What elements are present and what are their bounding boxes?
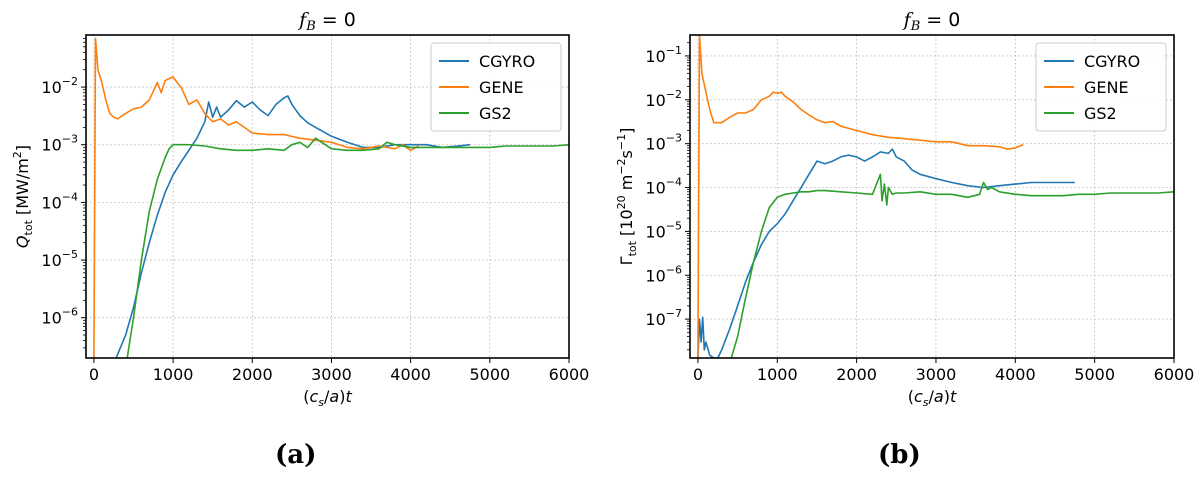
- y-tick-label: 10−4: [41, 190, 78, 212]
- legend-box: [1035, 42, 1167, 132]
- caption-b: (b): [878, 440, 921, 470]
- x-axis-label: (cs/a)t: [303, 387, 352, 409]
- legend-label-gs2: GS2: [1084, 104, 1117, 123]
- x-tick-label: 4000: [390, 365, 431, 384]
- y-tick-label: 10−3: [645, 132, 682, 154]
- legend-label-gs2: GS2: [479, 104, 512, 123]
- y-tick-label: 10−3: [41, 133, 78, 155]
- series-line-gene: [93, 37, 419, 358]
- x-tick-label: 1000: [153, 365, 194, 384]
- x-tick-label: 0: [693, 365, 703, 384]
- y-tick-label: 10−5: [41, 248, 78, 270]
- x-tick-label: 2000: [836, 365, 877, 384]
- y-tick-label: 10−2: [645, 88, 682, 110]
- legend-label-gene: GENE: [1084, 78, 1129, 97]
- y-tick-label: 10−6: [41, 306, 78, 328]
- y-axis-label: Γtot [1020 m−2s−1]: [615, 128, 639, 266]
- x-tick-label: 4000: [995, 365, 1036, 384]
- legend-label-cgyro: CGYRO: [1084, 52, 1140, 71]
- y-tick-label: 10−4: [645, 176, 682, 198]
- x-tick-label: 6000: [549, 365, 590, 384]
- legend: CGYRO GENE GS2: [430, 42, 562, 132]
- y-tick-label: 10−1: [645, 44, 682, 66]
- x-tick-label: 3000: [311, 365, 352, 384]
- x-tick-label: 1000: [757, 365, 798, 384]
- y-tick-label: 10−7: [645, 307, 682, 329]
- y-tick-label: 10−2: [41, 75, 78, 97]
- legend-label-cgyro: CGYRO: [479, 52, 535, 71]
- legend-box: [430, 42, 562, 132]
- x-tick-label: 5000: [469, 365, 510, 384]
- legend-label-gene: GENE: [479, 78, 524, 97]
- plot-frame: [85, 34, 570, 359]
- series-line-gs2: [730, 173, 1174, 358]
- x-tick-label: 0: [89, 365, 99, 384]
- x-tick-label: 2000: [232, 365, 273, 384]
- plot-frame: [689, 34, 1175, 359]
- y-tick-label: 10−5: [645, 219, 682, 241]
- y-axis-label: Qtot [MW/m2]: [11, 145, 35, 248]
- x-tick-label: 5000: [1074, 365, 1115, 384]
- x-tick-label: 3000: [916, 365, 957, 384]
- series-line-cgyro: [697, 148, 1075, 358]
- chart-panel-b: 0 1000 2000 3000 4000 5000 6000 10−7 10−6 10−5 10−…: [615, 9, 1194, 409]
- x-tick-label: 6000: [1154, 365, 1195, 384]
- series-line-cgyro: [115, 95, 471, 358]
- series-line-gene: [697, 35, 1024, 358]
- x-axis-label: (cs/a)t: [908, 387, 957, 409]
- legend: CGYRO GENE GS2: [1035, 42, 1167, 132]
- y-tick-label: 10−6: [645, 263, 682, 285]
- chart-title: fB = 0: [297, 9, 356, 34]
- series-line-gs2: [126, 137, 569, 358]
- caption-a: (a): [275, 440, 317, 470]
- figure: 0 1000 2000 3000 4000 5000 6000 10−6 10−5 10−4 10−…: [11, 9, 1194, 409]
- chart-title: fB = 0: [902, 9, 961, 34]
- chart-panel-a: 0 1000 2000 3000 4000 5000 6000 10−6 10−5 10−4 10−…: [11, 9, 589, 409]
